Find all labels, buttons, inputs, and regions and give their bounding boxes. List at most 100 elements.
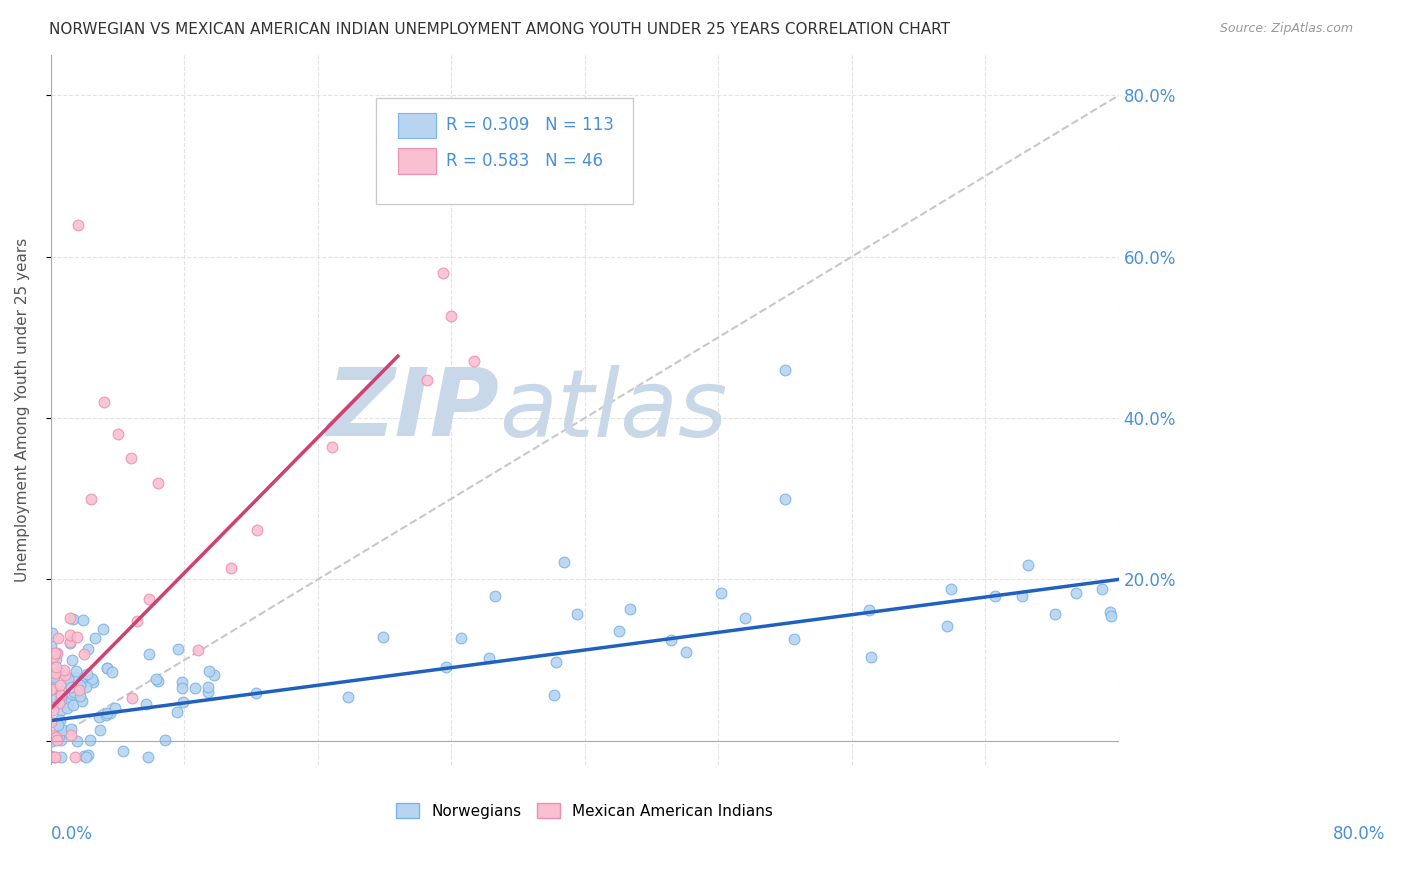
Point	[675, 645, 697, 659]
Point	[66, 734, 89, 748]
Point	[138, 592, 160, 607]
Point	[100, 706, 122, 721]
Point	[858, 603, 880, 617]
Point	[62, 687, 84, 701]
Point	[56, 695, 79, 709]
Point	[39, 682, 62, 697]
Point	[49, 733, 72, 747]
Point	[52, 723, 75, 737]
Point	[146, 673, 169, 688]
Point	[145, 672, 167, 686]
Point	[49, 689, 72, 703]
Point	[75, 750, 97, 764]
Point	[153, 733, 176, 747]
Legend: Norwegians, Mexican American Indians: Norwegians, Mexican American Indians	[391, 797, 779, 825]
Point	[91, 623, 114, 637]
Point	[546, 655, 568, 669]
Point	[39, 749, 62, 764]
Point	[41, 625, 63, 640]
Point	[1017, 558, 1039, 573]
Point	[46, 646, 69, 660]
Point	[80, 491, 103, 506]
Text: NORWEGIAN VS MEXICAN AMERICAN INDIAN UNEMPLOYMENT AMONG YOUTH UNDER 25 YEARS COR: NORWEGIAN VS MEXICAN AMERICAN INDIAN UNE…	[49, 22, 950, 37]
Point	[146, 475, 169, 490]
Point	[44, 646, 66, 660]
Point	[73, 647, 96, 661]
Point	[246, 524, 269, 538]
Point	[39, 730, 62, 744]
Point	[1098, 605, 1121, 619]
Point	[73, 748, 96, 763]
Point	[60, 728, 83, 742]
Point	[337, 690, 360, 705]
Point	[69, 689, 91, 703]
Point	[112, 744, 135, 758]
Point	[87, 709, 110, 723]
Point	[434, 660, 457, 674]
Point	[783, 632, 806, 647]
Point	[41, 678, 63, 692]
Point	[46, 718, 69, 732]
Point	[49, 693, 72, 707]
Point	[49, 688, 72, 702]
Point	[89, 723, 111, 738]
Point	[197, 685, 219, 699]
Point	[607, 624, 630, 638]
Point	[172, 674, 194, 689]
Point	[48, 696, 70, 710]
FancyBboxPatch shape	[398, 148, 436, 174]
Point	[104, 700, 127, 714]
Point	[136, 750, 159, 764]
Point	[72, 613, 94, 627]
Point	[45, 730, 67, 744]
Point	[76, 747, 98, 762]
Point	[321, 440, 343, 454]
Point	[82, 675, 104, 690]
Point	[41, 700, 63, 714]
Point	[659, 632, 682, 647]
Point	[127, 614, 149, 628]
Point	[41, 675, 63, 690]
Point	[60, 653, 83, 667]
Point	[44, 750, 66, 764]
Point	[135, 698, 157, 712]
Point	[39, 639, 62, 653]
Point	[567, 607, 589, 621]
Point	[484, 589, 506, 603]
Point	[245, 686, 267, 700]
Point	[59, 635, 82, 649]
Text: Source: ZipAtlas.com: Source: ZipAtlas.com	[1219, 22, 1353, 36]
Point	[72, 673, 94, 687]
Point	[79, 732, 101, 747]
FancyBboxPatch shape	[377, 98, 633, 204]
Point	[96, 661, 118, 675]
Point	[167, 642, 190, 657]
Point	[45, 660, 67, 674]
Point	[450, 632, 472, 646]
Point	[440, 309, 463, 323]
Point	[463, 354, 485, 368]
Point	[46, 631, 69, 645]
Point	[710, 586, 733, 600]
Point	[1045, 607, 1067, 622]
Point	[69, 675, 91, 690]
Point	[432, 266, 454, 280]
Point	[82, 672, 104, 686]
Text: R = 0.583   N = 46: R = 0.583 N = 46	[446, 152, 603, 169]
Point	[59, 628, 82, 642]
Point	[172, 681, 194, 695]
Point	[63, 670, 86, 684]
Point	[72, 694, 94, 708]
Point	[42, 703, 65, 717]
Point	[166, 706, 188, 720]
Point	[49, 703, 72, 717]
Point	[138, 648, 160, 662]
Point	[198, 665, 221, 679]
Point	[184, 681, 207, 695]
Point	[60, 680, 83, 694]
Point	[107, 427, 129, 442]
Point	[60, 722, 83, 736]
Point	[773, 491, 796, 506]
Point	[63, 750, 86, 764]
Point	[553, 555, 575, 569]
